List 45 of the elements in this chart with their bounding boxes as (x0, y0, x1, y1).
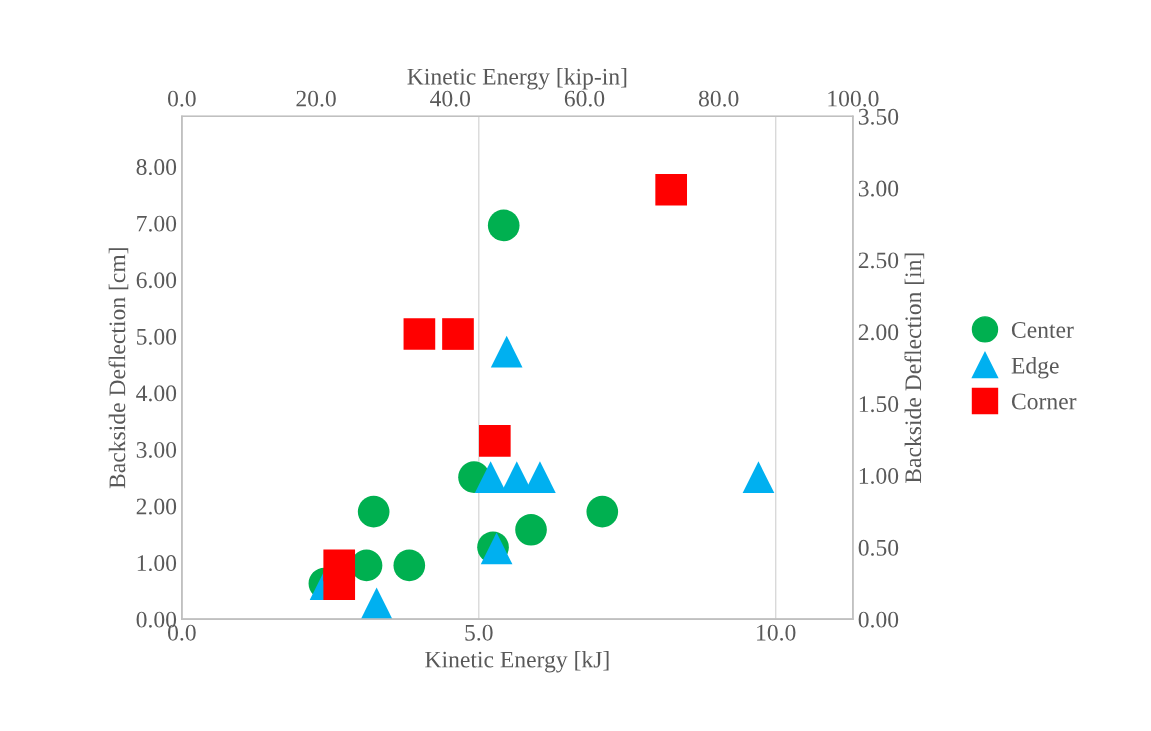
y2-tick-label: 2.50 (858, 252, 899, 269)
point (393, 549, 426, 582)
y2-tick-label: 2.00 (858, 324, 899, 341)
point (490, 335, 523, 368)
point (515, 513, 547, 546)
y-tick-label: 4.00 (136, 385, 177, 402)
point (360, 587, 393, 620)
y2-tick-label: 1.50 (859, 396, 899, 413)
x2-tick-label: 40.0 (430, 90, 471, 107)
x2-tick-label: 60.0 (564, 90, 605, 107)
point (403, 318, 436, 350)
y2-tick-label: 0.00 (858, 611, 899, 628)
point (357, 495, 390, 528)
point (487, 209, 520, 242)
point (478, 425, 511, 457)
y-axis-title: Backside Deflection [cm] (108, 248, 129, 489)
point (474, 461, 507, 493)
x-tick-label: 5.0 (465, 624, 493, 641)
legend-label: Center (1011, 322, 1074, 338)
y-tick-label: 8.00 (136, 159, 177, 176)
y-tick-label: 1.00 (137, 555, 177, 572)
y2-tick-label: 3.00 (858, 180, 899, 197)
y2-tick-label: 3.50 (858, 108, 899, 125)
y2-axis-title: Backside Deflection [in] (904, 253, 925, 484)
point (586, 495, 619, 528)
x2-tick-label: 80.0 (698, 90, 739, 107)
y-tick-label: 5.00 (137, 328, 177, 345)
point (442, 318, 474, 350)
x2-tick-label: 100.0 (828, 90, 879, 107)
y-tick-label: 3.00 (136, 441, 177, 458)
y-tick-label: 7.00 (137, 215, 177, 232)
y-tick-label: 2.00 (136, 498, 177, 515)
point (323, 568, 356, 600)
y-tick-label: 6.00 (136, 272, 177, 289)
x-tick-label: 10.0 (757, 624, 796, 641)
x2-tick-label: 0.0 (168, 90, 196, 107)
point (655, 173, 688, 206)
x2-tick-label: 20.0 (296, 90, 336, 107)
x-axis-title: Kinetic Energy [kJ] (425, 650, 609, 673)
point (742, 461, 775, 493)
x2-axis-title: Kinetic Energy [kip-in] (407, 68, 627, 90)
y2-tick-label: 0.50 (858, 539, 899, 556)
y2-tick-label: 1.00 (859, 467, 899, 484)
legend-label: Edge (1011, 357, 1059, 379)
legend-label: Corner (1011, 393, 1077, 410)
